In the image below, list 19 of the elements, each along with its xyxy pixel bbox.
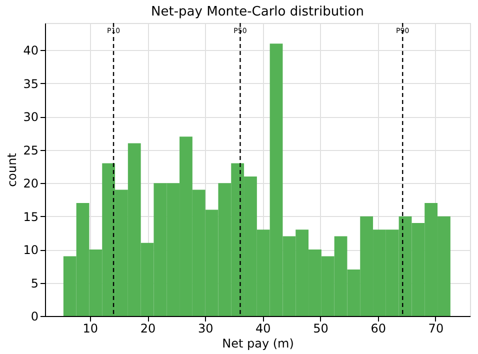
y-tick-label: 35 [23,76,38,91]
y-tick-label: 40 [23,44,38,58]
y-axis-title: count [5,152,20,187]
x-tick-label: 70 [428,322,444,336]
x-tick-label: 60 [370,322,386,336]
y-tick-label: 20 [23,176,38,191]
x-tick-label: 10 [82,322,98,336]
chart-title: Net-pay Monte-Carlo distribution [151,4,364,20]
y-tick-label: 25 [23,143,38,158]
x-tick-label: 40 [256,322,271,336]
x-tick-label: 50 [313,322,328,336]
y-tick-label: 15 [23,210,38,224]
y-tick-label: 30 [23,110,38,124]
y-tick-label: 10 [23,243,38,258]
x-tick-label: 30 [198,322,214,336]
x-axis-title: Net pay (m) [222,336,294,350]
x-tick-label: 20 [140,322,156,336]
y-tick-label: 0 [30,310,38,324]
y-tick-label: 5 [30,276,38,290]
